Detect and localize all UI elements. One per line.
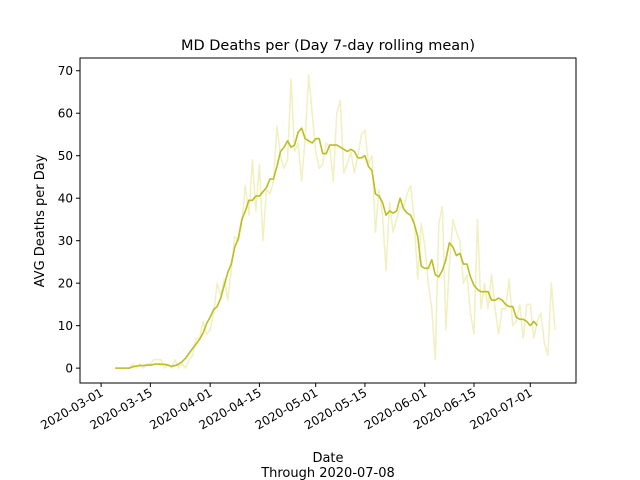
y-tick-label: 50 [58, 149, 73, 163]
x-axis-label: Date [312, 451, 343, 466]
rolling-mean-line [115, 127, 538, 369]
y-tick-label: 70 [58, 64, 73, 78]
y-tick-label: 40 [58, 192, 73, 206]
y-axis-label: AVG Deaths per Day [33, 154, 48, 287]
y-tick-label: 60 [58, 107, 73, 121]
y-tick-label: 30 [58, 234, 73, 248]
y-tick-label: 0 [65, 362, 73, 376]
axes-frame [79, 57, 577, 384]
plot-area [115, 74, 556, 369]
daily-deaths-line [115, 74, 556, 369]
x-axis-sublabel: Through 2020-07-08 [260, 466, 395, 480]
y-tick-label: 20 [58, 277, 73, 291]
y-axis: 0 10 20 30 40 50 60 70 [58, 64, 80, 376]
chart-title: MD Deaths per (Day 7-day rolling mean) [181, 38, 475, 54]
y-tick-label: 10 [58, 319, 73, 333]
